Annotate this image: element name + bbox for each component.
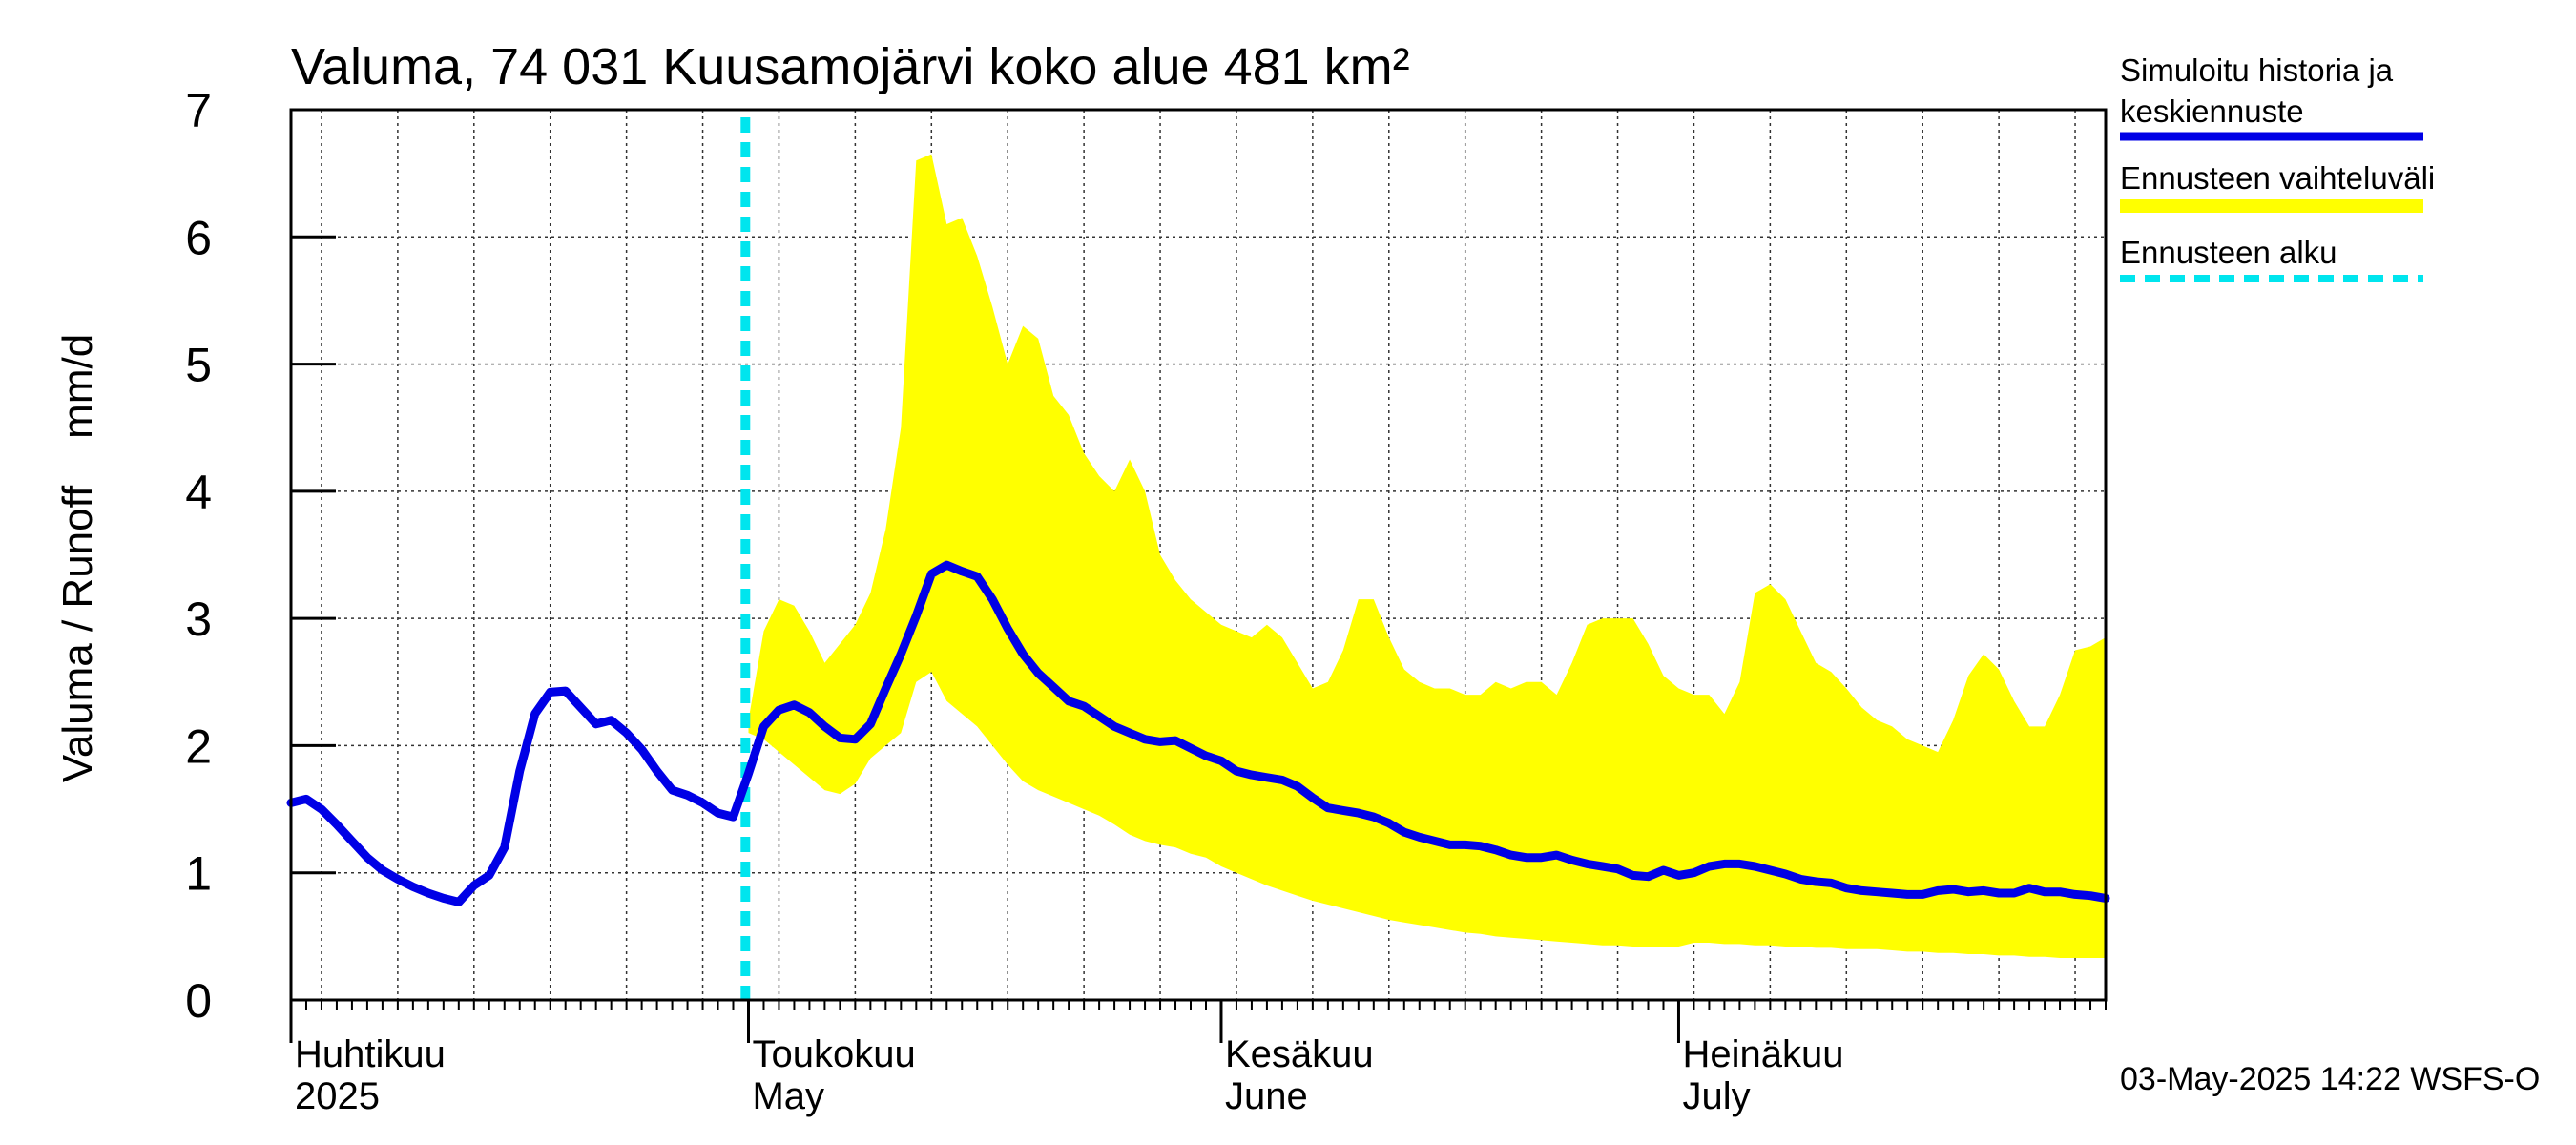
footer-timestamp: 03-May-2025 14:22 WSFS-O: [2120, 1061, 2540, 1097]
plot-frame: [289, 108, 2108, 1002]
x-month-sublabel: June: [1225, 1075, 1308, 1117]
y-tick-label: 3: [185, 593, 212, 646]
y-tick-label: 0: [185, 974, 212, 1028]
x-month-label: Kesäkuu: [1225, 1033, 1374, 1075]
legend: Simuloitu historia ja keskiennuste Ennuste…: [2120, 52, 2435, 282]
legend-label-simulated-2: keskiennuste: [2120, 94, 2304, 129]
legend-label-forecast-start: Ennusteen alku: [2120, 235, 2337, 270]
runoff-mean-line: [286, 560, 2110, 906]
x-month-sublabel: July: [1682, 1075, 1750, 1117]
legend-label-range: Ennusteen vaihteluväli: [2120, 160, 2435, 196]
x-month-sublabel: May: [752, 1075, 824, 1117]
y-tick-label: 7: [185, 84, 212, 137]
y-tick-label: 6: [185, 211, 212, 264]
x-month-label: Huhtikuu: [295, 1033, 446, 1075]
chart-title: Valuma, 74 031 Kuusamojärvi koko alue 48…: [291, 38, 1410, 95]
legend-label-simulated: Simuloitu historia ja: [2120, 52, 2394, 88]
x-month-label: Toukokuu: [752, 1033, 915, 1075]
series-layer: [286, 117, 2110, 1000]
y-axis: 0 1 2 3 4 5 6 7: [185, 84, 336, 1028]
forecast-range-area: [748, 154, 2106, 959]
y-tick-label: 4: [185, 466, 212, 519]
forecast-range-band: [748, 154, 2106, 959]
plot-border: [289, 108, 2108, 1002]
y-tick-label: 5: [185, 339, 212, 392]
x-month-label: Heinäkuu: [1682, 1033, 1843, 1075]
y-tick-label: 2: [185, 719, 212, 773]
x-month-sublabel: 2025: [295, 1075, 380, 1117]
y-axis-label: Valuma / Runoff mm/d: [54, 334, 101, 782]
y-tick-label: 1: [185, 847, 212, 901]
